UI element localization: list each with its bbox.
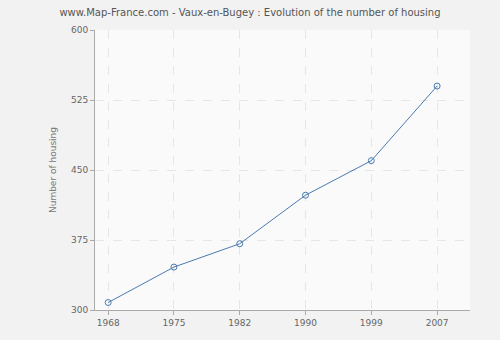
svg-text:450: 450: [71, 165, 88, 175]
svg-text:1975: 1975: [162, 318, 185, 328]
svg-text:2007: 2007: [426, 318, 449, 328]
svg-text:1968: 1968: [97, 318, 120, 328]
svg-text:Number of housing: Number of housing: [48, 127, 58, 213]
svg-text:1999: 1999: [360, 318, 383, 328]
svg-text:300: 300: [71, 305, 88, 315]
svg-text:525: 525: [71, 95, 88, 105]
svg-text:1990: 1990: [294, 318, 317, 328]
svg-text:www.Map-France.com - Vaux-en-B: www.Map-France.com - Vaux-en-Bugey : Evo…: [59, 7, 440, 18]
svg-text:375: 375: [71, 235, 88, 245]
svg-text:600: 600: [71, 25, 88, 35]
svg-text:1982: 1982: [228, 318, 251, 328]
